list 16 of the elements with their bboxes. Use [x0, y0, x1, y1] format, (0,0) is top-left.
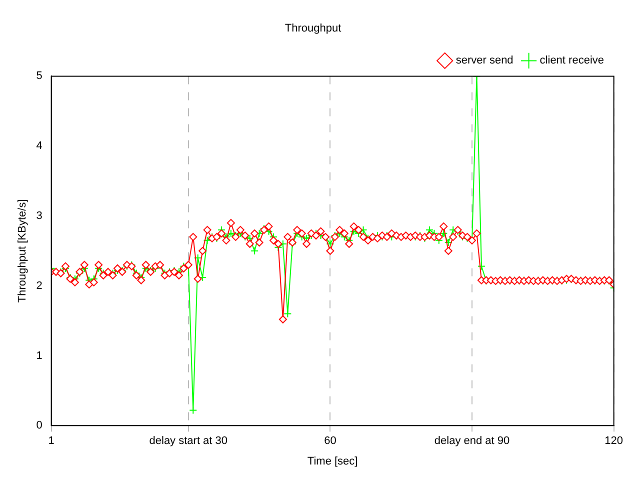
y-tick-label: 2: [36, 280, 42, 292]
y-tick-label: 0: [36, 420, 42, 432]
chart-title: Throughput: [284, 22, 342, 35]
x-tick-label: delay end at 90: [434, 435, 510, 448]
x-tick-label: delay start at 30: [149, 435, 228, 448]
y-tick-label: 3: [36, 210, 42, 222]
y-tick-label: 1: [36, 350, 42, 362]
legend-label: client receive: [540, 54, 604, 67]
y-tick-label: 5: [36, 70, 42, 82]
legend-label: server send: [456, 54, 514, 67]
x-tick-label: 1: [48, 435, 54, 448]
y-axis-title: Throughput [KByte/s]: [16, 199, 29, 303]
x-tick-label: 120: [604, 435, 624, 448]
x-axis-title: Time [sec]: [307, 455, 358, 468]
y-tick-label: 4: [36, 140, 42, 152]
x-tick-label: 60: [324, 435, 336, 448]
